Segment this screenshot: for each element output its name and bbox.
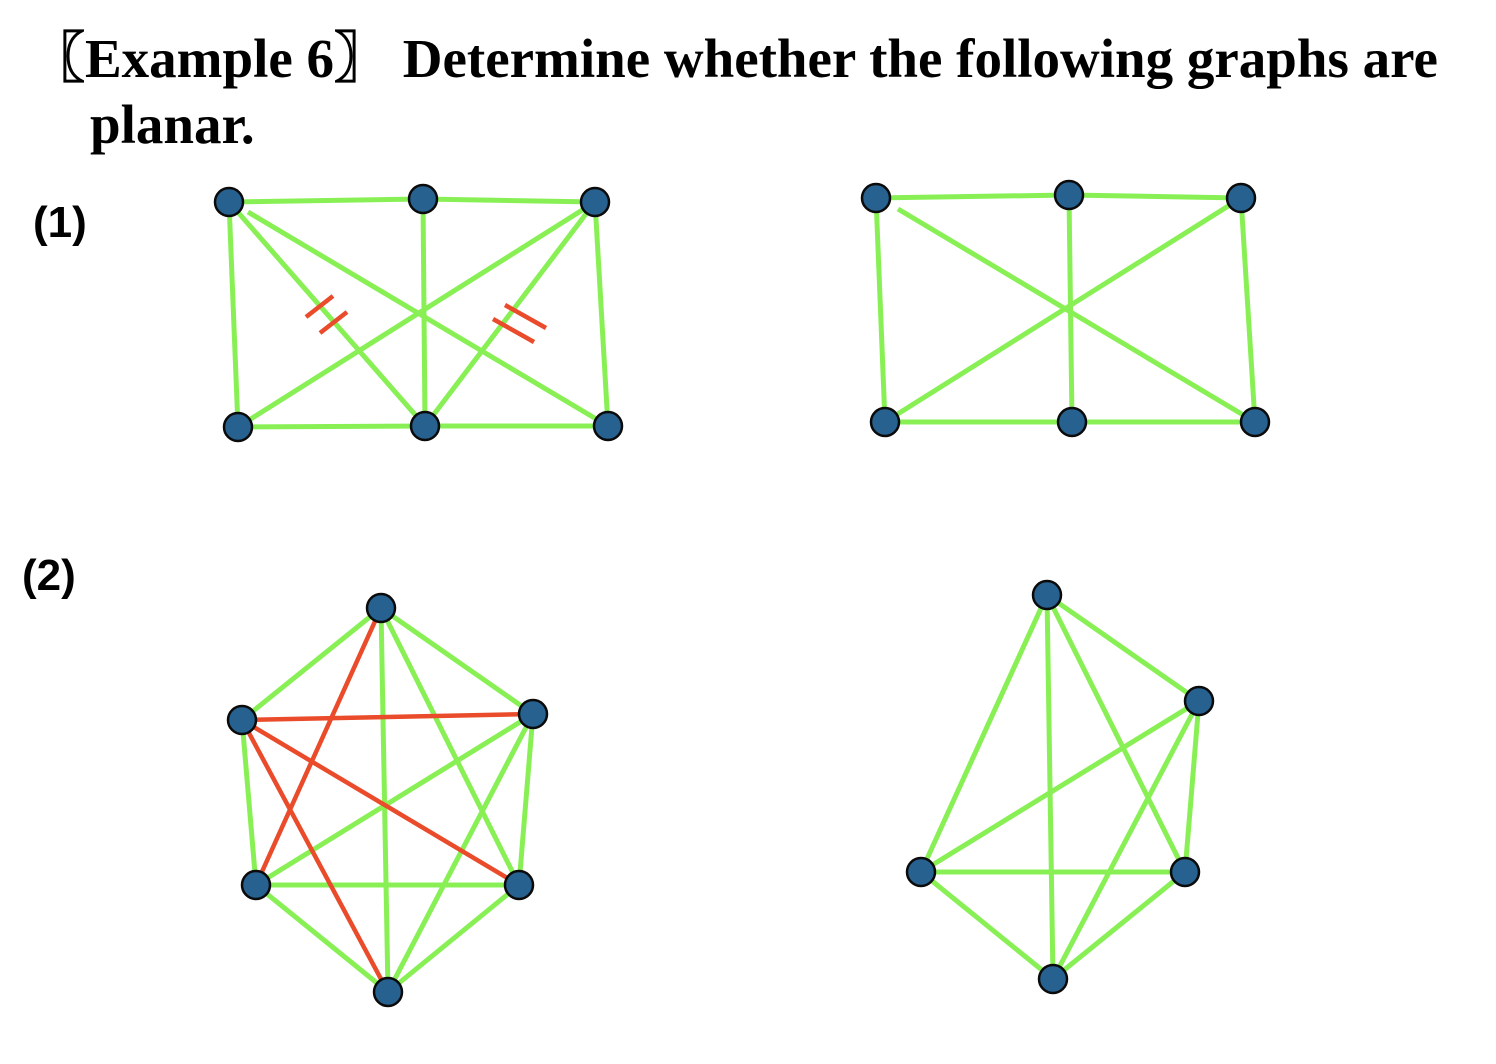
edge — [423, 200, 597, 428]
vertex — [1053, 179, 1085, 211]
edge — [919, 698, 1201, 875]
edge — [254, 883, 390, 994]
edge — [254, 711, 535, 888]
edge — [239, 719, 259, 886]
edge — [1051, 870, 1187, 981]
vertex — [407, 183, 439, 215]
edge — [228, 196, 424, 205]
edge — [237, 423, 426, 430]
vertex — [222, 411, 254, 443]
vertex — [860, 182, 892, 214]
edge — [1066, 194, 1075, 423]
edge — [246, 209, 610, 429]
edge — [873, 197, 888, 423]
edge — [378, 607, 391, 993]
vertex — [1225, 182, 1257, 214]
edge — [1050, 699, 1202, 981]
edge — [227, 200, 427, 428]
vertex — [503, 869, 535, 901]
edge — [592, 201, 611, 427]
graph-1a-crossing-marks — [304, 294, 548, 344]
graph-2b — [905, 579, 1215, 995]
vertex — [1037, 963, 1069, 995]
vertex — [1239, 406, 1271, 438]
graph-2a — [226, 592, 549, 1008]
vertex — [1169, 856, 1201, 888]
edge — [422, 196, 596, 205]
graph-2a-vertices — [226, 592, 549, 1008]
edge — [379, 605, 535, 717]
edge — [1044, 593, 1188, 874]
part-1-label: (1) — [33, 198, 87, 247]
graph-1a-vertices — [213, 183, 624, 443]
edge — [240, 606, 383, 722]
graph-1a-edges — [226, 196, 611, 430]
vertex — [592, 410, 624, 442]
graph-2b-edges — [918, 592, 1202, 981]
graph-2a-edges — [239, 605, 536, 994]
crossing-mark — [491, 317, 536, 344]
vertex — [240, 869, 272, 901]
edge — [516, 713, 536, 886]
graph-1a — [213, 183, 624, 443]
vertex — [1056, 406, 1088, 438]
edge — [875, 192, 1070, 201]
crossing-mark — [503, 303, 548, 330]
edge — [378, 606, 522, 887]
vertex — [409, 410, 441, 442]
highlighted-edge — [253, 607, 384, 886]
edge — [918, 593, 1050, 874]
edge — [236, 199, 597, 430]
graph-2b-vertices — [905, 579, 1215, 995]
vertex — [869, 406, 901, 438]
graph-1b — [860, 179, 1271, 438]
title-line-1: 〖Example 6〗 Determine whether the follow… — [30, 28, 1438, 89]
highlighted-edge — [241, 711, 534, 723]
vertex — [365, 592, 397, 624]
edge — [1045, 592, 1201, 704]
graph-1b-vertices — [860, 179, 1271, 438]
vertex — [579, 186, 611, 218]
edge — [883, 195, 1243, 425]
highlighted-edge — [240, 718, 521, 887]
edge — [386, 883, 521, 994]
graph-1b-edges — [873, 192, 1258, 425]
vertex — [517, 698, 549, 730]
edge — [919, 870, 1055, 981]
crossing-mark — [304, 294, 335, 319]
vertex — [905, 856, 937, 888]
vertex — [213, 186, 245, 218]
vertex — [1183, 685, 1215, 717]
edge — [1182, 700, 1202, 873]
edge — [1238, 197, 1258, 423]
vertex — [372, 976, 404, 1008]
edge — [226, 201, 241, 428]
part-2-label: (2) — [22, 551, 76, 600]
problem-title: 〖Example 6〗 Determine whether the follow… — [30, 26, 1470, 158]
highlighted-edge — [240, 718, 390, 994]
crossing-mark — [318, 310, 349, 335]
edge — [1044, 594, 1056, 980]
vertex — [1031, 579, 1063, 611]
edge — [1068, 192, 1242, 201]
edge — [896, 206, 1257, 425]
vertex — [226, 704, 258, 736]
title-line-2: planar. — [90, 94, 255, 155]
edge — [385, 712, 536, 994]
